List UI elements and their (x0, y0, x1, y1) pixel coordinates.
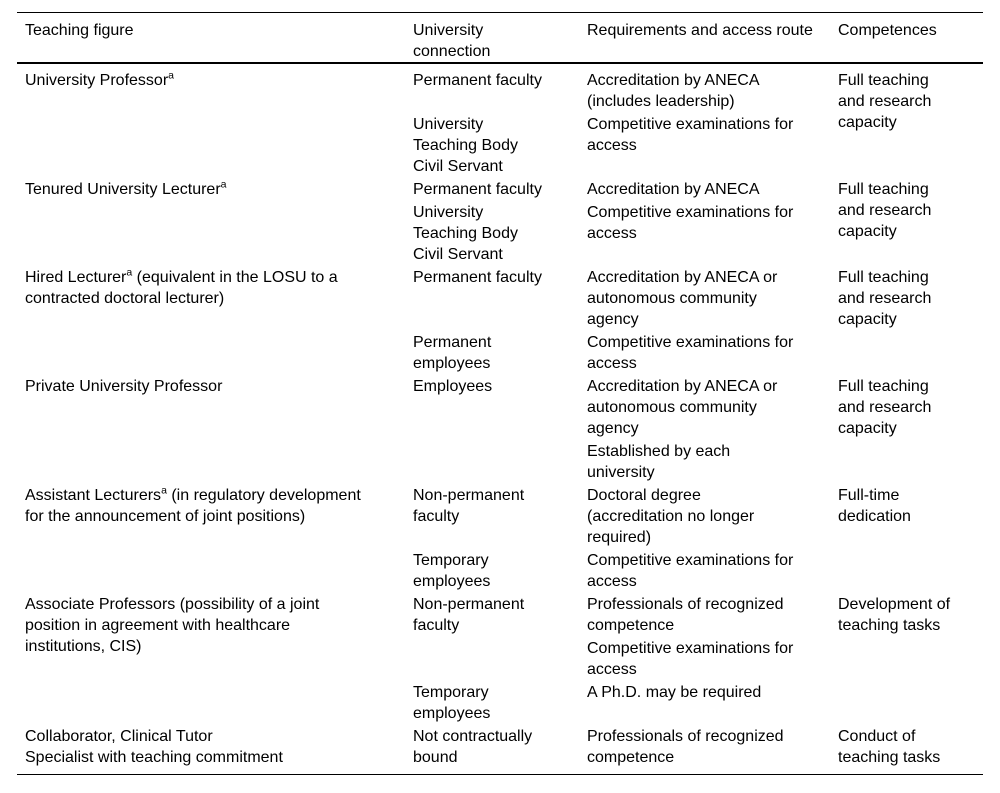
university-connection-cell: Permanent faculty (413, 181, 542, 198)
teaching-figure-text: University Professor (25, 72, 169, 89)
competences-cell: Development of teaching tasks (838, 596, 951, 634)
requirements-cell: A Ph.D. may be required (587, 684, 762, 701)
table-subrow: Non-permanent faculty Professionals of r… (413, 594, 838, 636)
teaching-figure-text: Collaborator, Clinical Tutor Specialist … (25, 728, 283, 766)
footnote-marker: a (161, 484, 167, 497)
teaching-figure-cell: Hired Lecturera (equivalent in the LOSU … (17, 267, 413, 376)
table-row: Private University Professor Employees A… (17, 376, 983, 485)
university-connection-cell: Permanent faculty (413, 269, 542, 286)
teaching-figure-text: Private University Professor (25, 378, 223, 395)
table-subrow: Permanent employees Competitive examinat… (413, 332, 838, 374)
footnote-marker: a (220, 178, 227, 191)
table-subrow: Competitive examinations for access (413, 638, 838, 680)
university-connection-cell: Permanent faculty (413, 72, 542, 89)
connection-requirements-group: Not contractually bound Professionals of… (413, 726, 838, 770)
teaching-figure-text: Assistant Lecturers (25, 487, 162, 504)
requirements-cell: Competitive examinations for access (587, 116, 794, 154)
table-row: Hired Lecturera (equivalent in the LOSU … (17, 267, 983, 376)
table-row: University Professora Permanent faculty … (17, 70, 983, 179)
teaching-figure-cell: University Professora (17, 70, 413, 179)
table-subrow: Permanent faculty Accreditation by ANECA (413, 179, 838, 200)
university-connection-cell: Permanent employees (413, 334, 492, 372)
connection-requirements-group: Non-permanent faculty Doctoral degree (a… (413, 485, 838, 594)
table-subrow: Permanent faculty Accreditation by ANECA… (413, 267, 838, 330)
requirements-cell: Accreditation by ANECA or autonomous com… (587, 269, 778, 328)
competences-cell: Full teaching and research capacity (838, 181, 932, 240)
requirements-cell: Accreditation by ANECA (587, 181, 760, 198)
teaching-figure-cell: Private University Professor (17, 376, 413, 485)
table-row: Collaborator, Clinical Tutor Specialist … (17, 726, 983, 770)
table-row: Associate Professors (possibility of a j… (17, 594, 983, 726)
requirements-cell: Accreditation by ANECA (includes leaders… (587, 72, 760, 110)
header-competences: Competences (838, 22, 937, 39)
competences-cell: Full teaching and research capacity (838, 72, 932, 131)
teaching-figure-cell: Collaborator, Clinical Tutor Specialist … (17, 726, 413, 770)
teaching-figure-text: Tenured University Lecturer (25, 181, 221, 198)
teaching-figure-text: Associate Professors (possibility of a j… (25, 596, 320, 655)
requirements-cell: Professionals of recognized competence (587, 596, 784, 634)
connection-requirements-group: Permanent faculty Accreditation by ANECA… (413, 70, 838, 179)
requirements-cell: Established by each university (587, 443, 731, 481)
university-connection-cell: Employees (413, 378, 493, 395)
footnote-marker: a (126, 266, 133, 279)
university-connection-cell: University Teaching Body Civil Servant (413, 204, 518, 263)
university-connection-cell: Not contractually bound (413, 728, 533, 766)
table-subrow: University Teaching Body Civil Servant C… (413, 114, 838, 177)
header-teaching-figure: Teaching figure (25, 22, 134, 39)
university-connection-cell: Non-permanent faculty (413, 487, 525, 525)
teaching-figure-text: Hired Lecturer (25, 269, 127, 286)
connection-requirements-group: Permanent faculty Accreditation by ANECA… (413, 267, 838, 376)
requirements-cell: Doctoral degree (accreditation no longer… (587, 487, 755, 546)
university-connection-cell (413, 441, 587, 483)
table-subrow: Permanent faculty Accreditation by ANECA… (413, 70, 838, 112)
university-connection-cell (413, 638, 587, 680)
requirements-cell: Competitive examinations for access (587, 640, 794, 678)
table-row: Tenured University Lecturera Permanent f… (17, 179, 983, 267)
header-university-connection: University connection (413, 22, 491, 60)
teaching-figure-cell: Associate Professors (possibility of a j… (17, 594, 413, 726)
connection-requirements-group: Employees Accreditation by ANECA or auto… (413, 376, 838, 485)
requirements-cell: Competitive examinations for access (587, 204, 794, 242)
table-subrow: Non-permanent faculty Doctoral degree (a… (413, 485, 838, 548)
table-body: University Professora Permanent faculty … (17, 64, 983, 774)
teaching-figure-text-rest: (equivalent in the LOSU to a contracted … (25, 269, 338, 307)
competences-cell: Full teaching and research capacity (838, 269, 932, 328)
table-header-row: Teaching figure University connection Re… (17, 13, 983, 64)
competences-cell: Conduct of teaching tasks (838, 728, 941, 766)
requirements-cell: Competitive examinations for access (587, 334, 794, 372)
table-subrow: Established by each university (413, 441, 838, 483)
competences-cell: Full teaching and research capacity (838, 378, 932, 437)
teaching-figure-cell: Tenured University Lecturera (17, 179, 413, 267)
university-connection-cell: Non-permanent faculty (413, 596, 525, 634)
table-subrow: Temporary employees A Ph.D. may be requi… (413, 682, 838, 724)
teaching-figure-cell: Assistant Lecturersa (in regulatory deve… (17, 485, 413, 594)
university-connection-cell: Temporary employees (413, 552, 491, 590)
table-subrow: Not contractually bound Professionals of… (413, 726, 838, 768)
table-subrow: Employees Accreditation by ANECA or auto… (413, 376, 838, 439)
competences-cell: Full-time dedication (838, 487, 911, 525)
requirements-cell: Accreditation by ANECA or autonomous com… (587, 378, 778, 437)
header-requirements-access-route: Requirements and access route (587, 22, 813, 39)
footnote-marker: a (168, 69, 174, 82)
teaching-figures-table: Teaching figure University connection Re… (17, 12, 983, 775)
table-row: Assistant Lecturersa (in regulatory deve… (17, 485, 983, 594)
university-connection-cell: University Teaching Body Civil Servant (413, 116, 518, 175)
connection-requirements-group: Non-permanent faculty Professionals of r… (413, 594, 838, 726)
table-subrow: University Teaching Body Civil Servant C… (413, 202, 838, 265)
requirements-cell: Professionals of recognized competence (587, 728, 784, 766)
teaching-figure-text-rest: (in regulatory development for the annou… (25, 487, 361, 525)
university-connection-cell: Temporary employees (413, 684, 491, 722)
requirements-cell: Competitive examinations for access (587, 552, 794, 590)
connection-requirements-group: Permanent faculty Accreditation by ANECA… (413, 179, 838, 267)
table-subrow: Temporary employees Competitive examinat… (413, 550, 838, 592)
